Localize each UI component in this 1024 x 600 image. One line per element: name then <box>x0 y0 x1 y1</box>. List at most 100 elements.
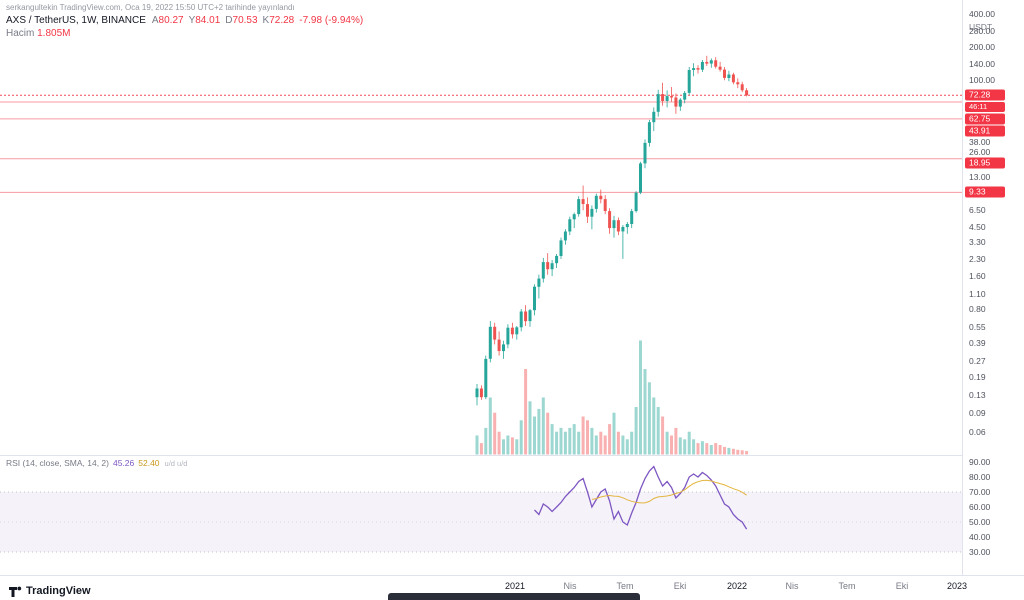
candle <box>665 90 669 108</box>
volume-bar <box>683 439 687 455</box>
candle <box>745 88 749 97</box>
price-axis-label: 1.10 <box>969 288 986 299</box>
candle <box>621 225 625 259</box>
price-axis-label: 0.80 <box>969 304 986 314</box>
volume-bar <box>599 431 603 455</box>
candle <box>740 81 744 93</box>
candle <box>718 61 722 72</box>
volume-bar <box>714 443 718 455</box>
price-axis-label: 6.50 <box>969 204 986 215</box>
volume-bar <box>718 445 722 455</box>
volume-bar <box>625 439 629 455</box>
volume-bar <box>661 416 665 455</box>
tradingview-logo[interactable]: TradingView <box>8 584 91 598</box>
time-axis-label: Eki <box>673 581 687 591</box>
volume-bar <box>541 397 545 455</box>
volume-bar <box>581 416 585 455</box>
price-axis-label: 0.09 <box>969 407 986 418</box>
price-axis-label: 0.27 <box>969 355 986 366</box>
volume-bar <box>502 439 505 455</box>
candle <box>577 196 581 217</box>
candle <box>533 284 536 316</box>
price-axis-label: 13.00 <box>969 171 991 182</box>
candle <box>639 161 642 195</box>
volume-value: 1.805M <box>37 28 71 39</box>
rsi-axis-label: 70.00 <box>969 487 991 497</box>
volume-bar <box>475 435 479 455</box>
candle <box>652 107 656 132</box>
volume-bar <box>559 427 563 455</box>
time-axis-label: Nis <box>785 581 799 591</box>
bottom-bar <box>388 593 640 600</box>
candle <box>674 93 678 114</box>
candle <box>683 91 687 104</box>
volume-bar <box>608 424 612 455</box>
volume-bar <box>479 443 483 455</box>
price-axis-label: 3.30 <box>969 236 986 247</box>
volume-bar <box>723 446 726 455</box>
rsi-ma-line <box>591 479 747 504</box>
price-axis-label: 200.00 <box>969 41 995 52</box>
volume-bar <box>515 439 519 455</box>
candle <box>700 60 704 72</box>
volume-bar <box>678 437 682 455</box>
candle <box>661 82 665 106</box>
price-axis-label: 280.00 <box>969 26 995 36</box>
volume-bar <box>488 397 492 455</box>
volume-bar <box>674 427 678 455</box>
rsi-band <box>0 492 962 552</box>
volume-bar <box>497 431 501 455</box>
ohlc-open-label: A <box>151 15 159 26</box>
chart-canvas[interactable] <box>0 0 962 596</box>
candle <box>727 70 731 82</box>
symbol-title[interactable]: AXS / TetherUS, 1W, BINANCE <box>6 15 146 26</box>
candle <box>488 321 492 363</box>
volume-bar <box>519 420 523 455</box>
candle <box>599 189 603 204</box>
volume-bar <box>586 420 589 455</box>
volume-bar <box>612 412 616 455</box>
candle <box>723 67 726 81</box>
volume-bar <box>705 443 709 455</box>
rsi-axis-label: 90.00 <box>969 457 991 467</box>
volume-bar <box>696 443 700 455</box>
candle <box>687 67 691 95</box>
ohlc-low-value: 70.53 <box>232 15 258 26</box>
price-axis-label: 140.00 <box>969 58 995 69</box>
volume-label: Hacim <box>6 28 35 39</box>
volume-bar <box>484 427 488 455</box>
price-axis-label: 0.06 <box>969 427 986 437</box>
volume-bar <box>656 407 660 455</box>
ohlc-low-label: D <box>225 15 233 26</box>
candle <box>696 65 700 74</box>
volume-bar <box>493 412 497 455</box>
candle <box>528 309 532 327</box>
candle <box>484 355 488 400</box>
volume-bar <box>546 412 550 455</box>
rsi-axis-label: 40.00 <box>969 532 991 542</box>
volume-bar <box>590 427 594 455</box>
candle <box>616 217 620 236</box>
ohlc-high-label: Y <box>188 15 196 26</box>
price-axis[interactable]: USDT 400.00 280.00 200.00 140.00 100.00 72.28… <box>962 0 1024 596</box>
volume-bar <box>647 382 651 455</box>
ohlc-high-value: 84.01 <box>195 15 221 26</box>
candle <box>555 254 559 268</box>
candle <box>563 229 567 245</box>
tradingview-logo-text: TradingView <box>26 585 91 597</box>
time-axis-label: Tem <box>838 581 856 591</box>
candle <box>630 208 634 229</box>
rsi-ma-value: 52.40 <box>138 458 160 468</box>
volume-bar <box>537 408 541 455</box>
price-axis-label: 400.00 <box>969 9 995 19</box>
candle <box>506 324 510 349</box>
candle <box>670 87 673 102</box>
pane-separator[interactable] <box>0 455 962 456</box>
price-axis-label: 0.19 <box>969 372 986 383</box>
volume-bar <box>621 435 625 455</box>
volume-bar <box>740 450 744 455</box>
volume-bar <box>510 437 514 455</box>
candle <box>586 197 589 223</box>
price-axis-label: 2.30 <box>969 253 986 264</box>
